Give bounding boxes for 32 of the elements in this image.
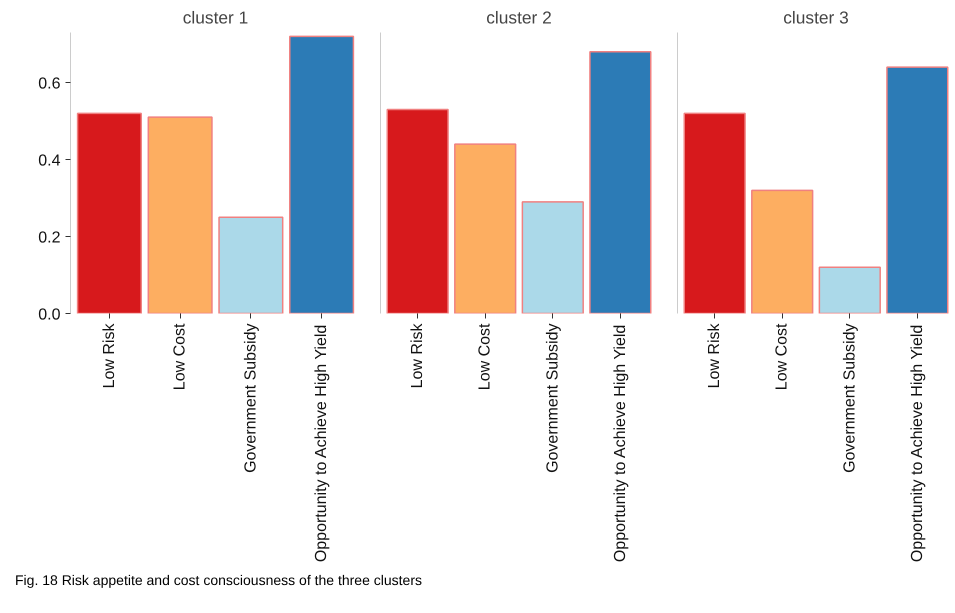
- x-tick-label: Government Subsidy: [841, 324, 858, 473]
- bar: [148, 116, 213, 314]
- bar: [886, 66, 948, 314]
- bar: [589, 50, 652, 314]
- chart-title: cluster 3: [783, 8, 849, 28]
- x-tick-label: Government Subsidy: [544, 324, 562, 473]
- y-tick-label: 0.0: [38, 306, 61, 324]
- bar: [818, 266, 881, 314]
- y-tick-label: 0.2: [38, 230, 61, 247]
- chart-title: cluster 1: [182, 8, 248, 28]
- x-tick-label: Opportunity to Achieve High Yield: [908, 324, 926, 562]
- x-tick-label: Low Cost: [172, 322, 189, 390]
- x-tick-label: Low Risk: [409, 322, 426, 388]
- x-tick-label: Low Cost: [774, 322, 791, 390]
- caption: Fig. 18 Risk appetite and cost consciousness of the three clusters: [15, 571, 422, 590]
- y-tick-label: 0.4: [38, 152, 61, 170]
- x-tick-label: Opportunity to Achieve High Yield: [612, 324, 629, 562]
- bar: [386, 108, 449, 314]
- bar: [684, 112, 746, 314]
- bar: [289, 36, 354, 314]
- x-tick-label: Low Risk: [100, 322, 118, 388]
- bar: [218, 216, 284, 314]
- bar: [522, 201, 584, 314]
- bar: [751, 190, 814, 314]
- x-tick-label: Government Subsidy: [242, 324, 260, 473]
- x-tick-label: Low Cost: [476, 322, 494, 390]
- chart-title: cluster 2: [486, 8, 552, 28]
- x-tick-label: Low Risk: [706, 322, 724, 388]
- bar: [454, 143, 516, 314]
- y-tick-label: 0.6: [38, 76, 61, 93]
- x-tick-label: Opportunity to Achieve High Yield: [313, 324, 330, 562]
- bar: [76, 112, 142, 314]
